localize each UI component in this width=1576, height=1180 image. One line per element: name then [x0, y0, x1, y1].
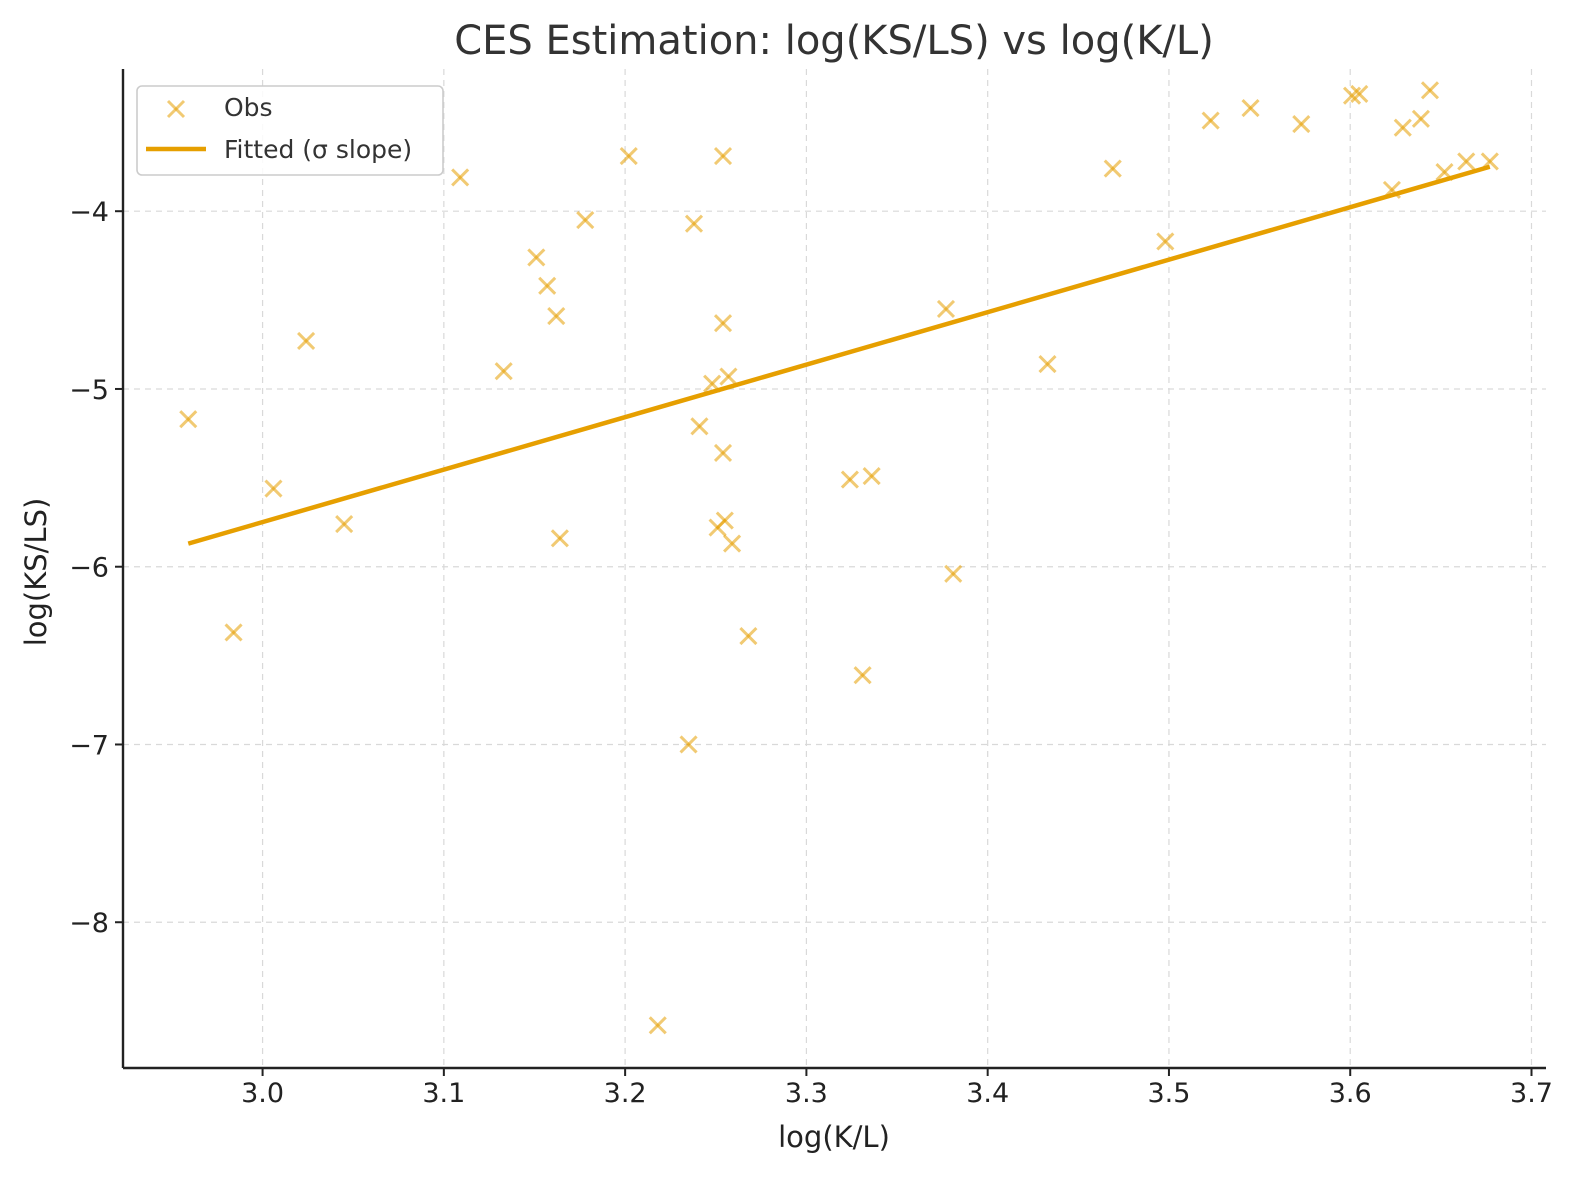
obs-point — [715, 511, 734, 530]
x-axis-label: log(K/L) — [778, 1120, 890, 1154]
obs-point — [840, 470, 859, 489]
y-tick-label: −5 — [69, 375, 109, 406]
obs-point — [713, 314, 733, 333]
obs-point — [224, 623, 243, 642]
obs-point — [936, 299, 956, 319]
x-tick-label: 3.7 — [1510, 1078, 1553, 1109]
obs-point — [690, 417, 709, 436]
chart-title: CES Estimation: log(KS/LS) vs log(K/L) — [454, 18, 1214, 64]
x-tick-label: 3.5 — [1147, 1078, 1190, 1109]
obs-point — [1420, 81, 1440, 100]
y-axis-label: log(KS/LS) — [19, 498, 53, 647]
obs-point — [679, 735, 698, 754]
grid-layer — [123, 69, 1546, 1068]
obs-point — [648, 1016, 667, 1035]
legend-obs-label: Obs — [224, 93, 273, 122]
obs-point — [1350, 84, 1369, 103]
x-tick-label: 3.2 — [604, 1078, 647, 1109]
y-tick-label: −7 — [69, 730, 109, 761]
obs-point — [576, 211, 595, 230]
obs-point — [853, 666, 872, 685]
x-tick-label: 3.6 — [1329, 1078, 1372, 1109]
obs-point — [1435, 163, 1454, 182]
obs-point — [1103, 159, 1122, 178]
line-layer — [187, 164, 1491, 546]
obs-point — [1480, 152, 1499, 171]
obs-point — [1201, 111, 1220, 130]
y-tick-label: −4 — [69, 197, 109, 228]
marker-layer — [179, 81, 1499, 1035]
obs-point — [1292, 115, 1311, 134]
obs-point — [684, 214, 704, 233]
x-tick-label: 3.1 — [422, 1078, 465, 1109]
x-tick-label: 3.4 — [966, 1078, 1009, 1109]
obs-point — [335, 514, 354, 534]
obs-point — [1457, 152, 1476, 171]
obs-point — [1241, 99, 1260, 118]
legend-fitted-label: Fitted (σ slope) — [224, 135, 412, 164]
obs-point — [1382, 180, 1401, 199]
obs-point — [1393, 118, 1412, 137]
fitted-line — [187, 164, 1491, 546]
obs-point — [1156, 232, 1175, 251]
obs-point — [264, 479, 283, 498]
obs-point — [862, 467, 881, 486]
tick-layer: 3.0 3.1 3.2 3.3 3.4 3.5 3.6 3.7 −8 −7 −6 −5 −4 — [69, 197, 1553, 1109]
obs-point — [494, 362, 513, 381]
obs-point — [179, 410, 198, 429]
obs-point — [719, 367, 738, 386]
legend-obs-marker — [166, 99, 186, 119]
obs-point — [297, 331, 316, 351]
obs-point — [527, 248, 546, 267]
x-tick-label: 3.0 — [241, 1078, 284, 1109]
y-tick-label: −8 — [69, 908, 109, 939]
obs-point — [1411, 109, 1430, 128]
obs-point — [739, 626, 758, 646]
legend-box — [136, 85, 444, 176]
obs-point — [619, 147, 638, 166]
obs-point — [703, 374, 722, 393]
legend-obs-x-mark — [166, 99, 186, 119]
x-tick-label: 3.3 — [785, 1078, 828, 1109]
obs-point — [538, 276, 557, 295]
legend: Obs Fitted (σ slope) — [136, 85, 444, 176]
obs-point — [550, 529, 569, 548]
obs-point — [944, 564, 963, 583]
y-tick-label: −6 — [69, 553, 109, 584]
obs-point — [713, 443, 733, 463]
obs-point — [723, 534, 742, 553]
obs-point — [713, 147, 733, 166]
obs-point — [451, 168, 470, 187]
obs-point — [547, 307, 566, 326]
obs-point — [1038, 355, 1057, 374]
